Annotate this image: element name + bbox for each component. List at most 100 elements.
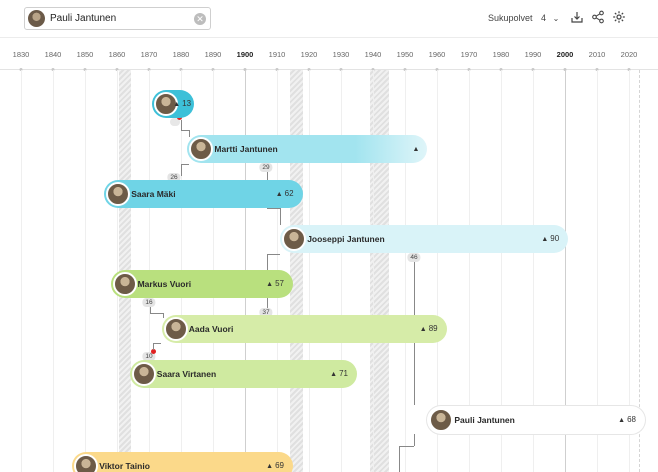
person-name: Viktor Tainio (99, 461, 150, 471)
year-label: 1890 (204, 50, 222, 59)
year-label: 2020 (620, 50, 638, 59)
person-bar-martti[interactable]: Martti Jantunen ▲ (187, 135, 428, 163)
year-tick (19, 68, 23, 71)
grid-line (437, 70, 438, 472)
grid-line (629, 70, 630, 472)
person-name: Saara Virtanen (156, 369, 217, 379)
year-label: 1880 (172, 50, 190, 59)
person-avatar (74, 454, 99, 472)
download-icon[interactable] (570, 10, 584, 24)
year-label: 1980 (492, 50, 510, 59)
lifespan-age: ▲ 13 (173, 99, 191, 108)
person-name: Markus Vuori (137, 279, 192, 289)
war-period-hatch (369, 70, 389, 472)
age-value: 69 (275, 461, 284, 470)
person-avatar (28, 10, 45, 27)
grid-line (565, 70, 566, 472)
person-name: Martti Jantunen (214, 144, 278, 154)
year-tick (435, 68, 439, 71)
year-tick (627, 68, 631, 71)
gear-icon[interactable] (612, 10, 626, 24)
age-value: 90 (550, 234, 560, 243)
share-icon[interactable] (591, 10, 605, 24)
tombstone-icon: ▲ (266, 281, 274, 288)
year-label: 1940 (364, 50, 382, 59)
age-value: 62 (284, 189, 294, 198)
year-ruler: 1830 1840 1850 1860 1870 1880 1890 1900 1910 1920… (0, 38, 658, 71)
person-bar-saara-maki[interactable]: Saara Mäki ▲ 62 (104, 180, 303, 208)
generations-label: Sukupolvet (488, 13, 533, 23)
grid-line (469, 70, 470, 472)
year-tick (307, 68, 311, 71)
year-label: 1850 (76, 50, 94, 59)
year-label: 1860 (108, 50, 126, 59)
year-tick (499, 68, 503, 71)
year-label: 1900 (236, 50, 254, 59)
generations-select[interactable]: Sukupolvet 4 ⌄ (488, 13, 559, 23)
clear-icon[interactable]: ✕ (194, 13, 206, 25)
year-tick (339, 68, 343, 71)
grid-line (85, 70, 86, 472)
person-bar-markus[interactable]: Markus Vuori ▲ 57 (110, 270, 293, 298)
person-name: Pauli Jantunen (454, 415, 515, 425)
person-avatar (112, 272, 137, 296)
tombstone-icon: ▲ (541, 236, 549, 243)
age-value: 68 (627, 415, 636, 424)
grid-line (405, 70, 406, 472)
chevron-down-icon: ⌄ (552, 14, 560, 23)
year-label: 1970 (460, 50, 478, 59)
age-value: 71 (339, 369, 348, 378)
tombstone-icon: ▲ (618, 417, 626, 424)
search-value: Pauli Jantunen (50, 13, 117, 24)
lifespan-age: ▲ 71 (330, 369, 348, 378)
age-at-birth-badge: 37 (259, 308, 273, 317)
lifespan-age: ▲ 69 (266, 461, 284, 470)
year-tick (211, 68, 215, 71)
year-label: 1910 (268, 50, 286, 59)
person-search-input[interactable]: Pauli Jantunen ✕ (24, 7, 211, 30)
year-tick (51, 68, 55, 71)
person-bar-saara-virtanen[interactable]: Saara Virtanen ▲ 71 (129, 360, 357, 388)
tombstone-icon: ▲ (266, 463, 274, 470)
lifespan-age: ▲ 90 (541, 234, 559, 243)
unknown-parent-marker (170, 118, 180, 126)
year-label: 1960 (428, 50, 446, 59)
person-name: Aada Vuori (188, 324, 234, 334)
year-tick (403, 68, 407, 71)
current-year-line (638, 70, 640, 472)
grid-line (21, 70, 22, 472)
person-bar-pauli[interactable]: Pauli Jantunen ▲ 68 (427, 406, 645, 434)
lifespan-age: ▲ 68 (618, 415, 636, 424)
grid-line (53, 70, 54, 472)
year-label: 1840 (44, 50, 62, 59)
year-tick (563, 68, 567, 71)
year-label: 1830 (12, 50, 30, 59)
grid-line (309, 70, 310, 472)
year-tick (371, 68, 375, 71)
person-avatar (282, 227, 307, 251)
age-at-birth-badge: 26 (167, 173, 181, 182)
year-label: 1990 (524, 50, 542, 59)
year-tick (275, 68, 279, 71)
tombstone-icon: ▲ (173, 101, 181, 108)
person-avatar (106, 182, 131, 206)
death-marker-icon (151, 349, 156, 354)
age-at-birth-badge: 16 (142, 298, 156, 307)
year-tick (115, 68, 119, 71)
person-name: Jooseppi Jantunen (307, 234, 385, 244)
year-label: 1920 (300, 50, 318, 59)
year-tick (595, 68, 599, 71)
grid-line (597, 70, 598, 472)
person-bar-viktor[interactable]: Viktor Tainio ▲ 69 (72, 452, 293, 472)
person-avatar (131, 362, 156, 386)
tombstone-icon: ▲ (330, 371, 338, 378)
year-label: 1870 (140, 50, 158, 59)
age-value: 13 (182, 99, 192, 108)
lifespan-age: ▲ (412, 144, 421, 153)
age-at-birth-badge: 29 (259, 163, 273, 172)
person-avatar (163, 317, 188, 341)
person-bar-jooseppi[interactable]: Jooseppi Jantunen ▲ 90 (280, 225, 569, 253)
person-bar-p13[interactable]: ▲ 13 (152, 90, 194, 118)
person-bar-aada[interactable]: Aada Vuori ▲ 89 (161, 315, 447, 343)
lifespan-age: ▲ 57 (266, 279, 284, 288)
